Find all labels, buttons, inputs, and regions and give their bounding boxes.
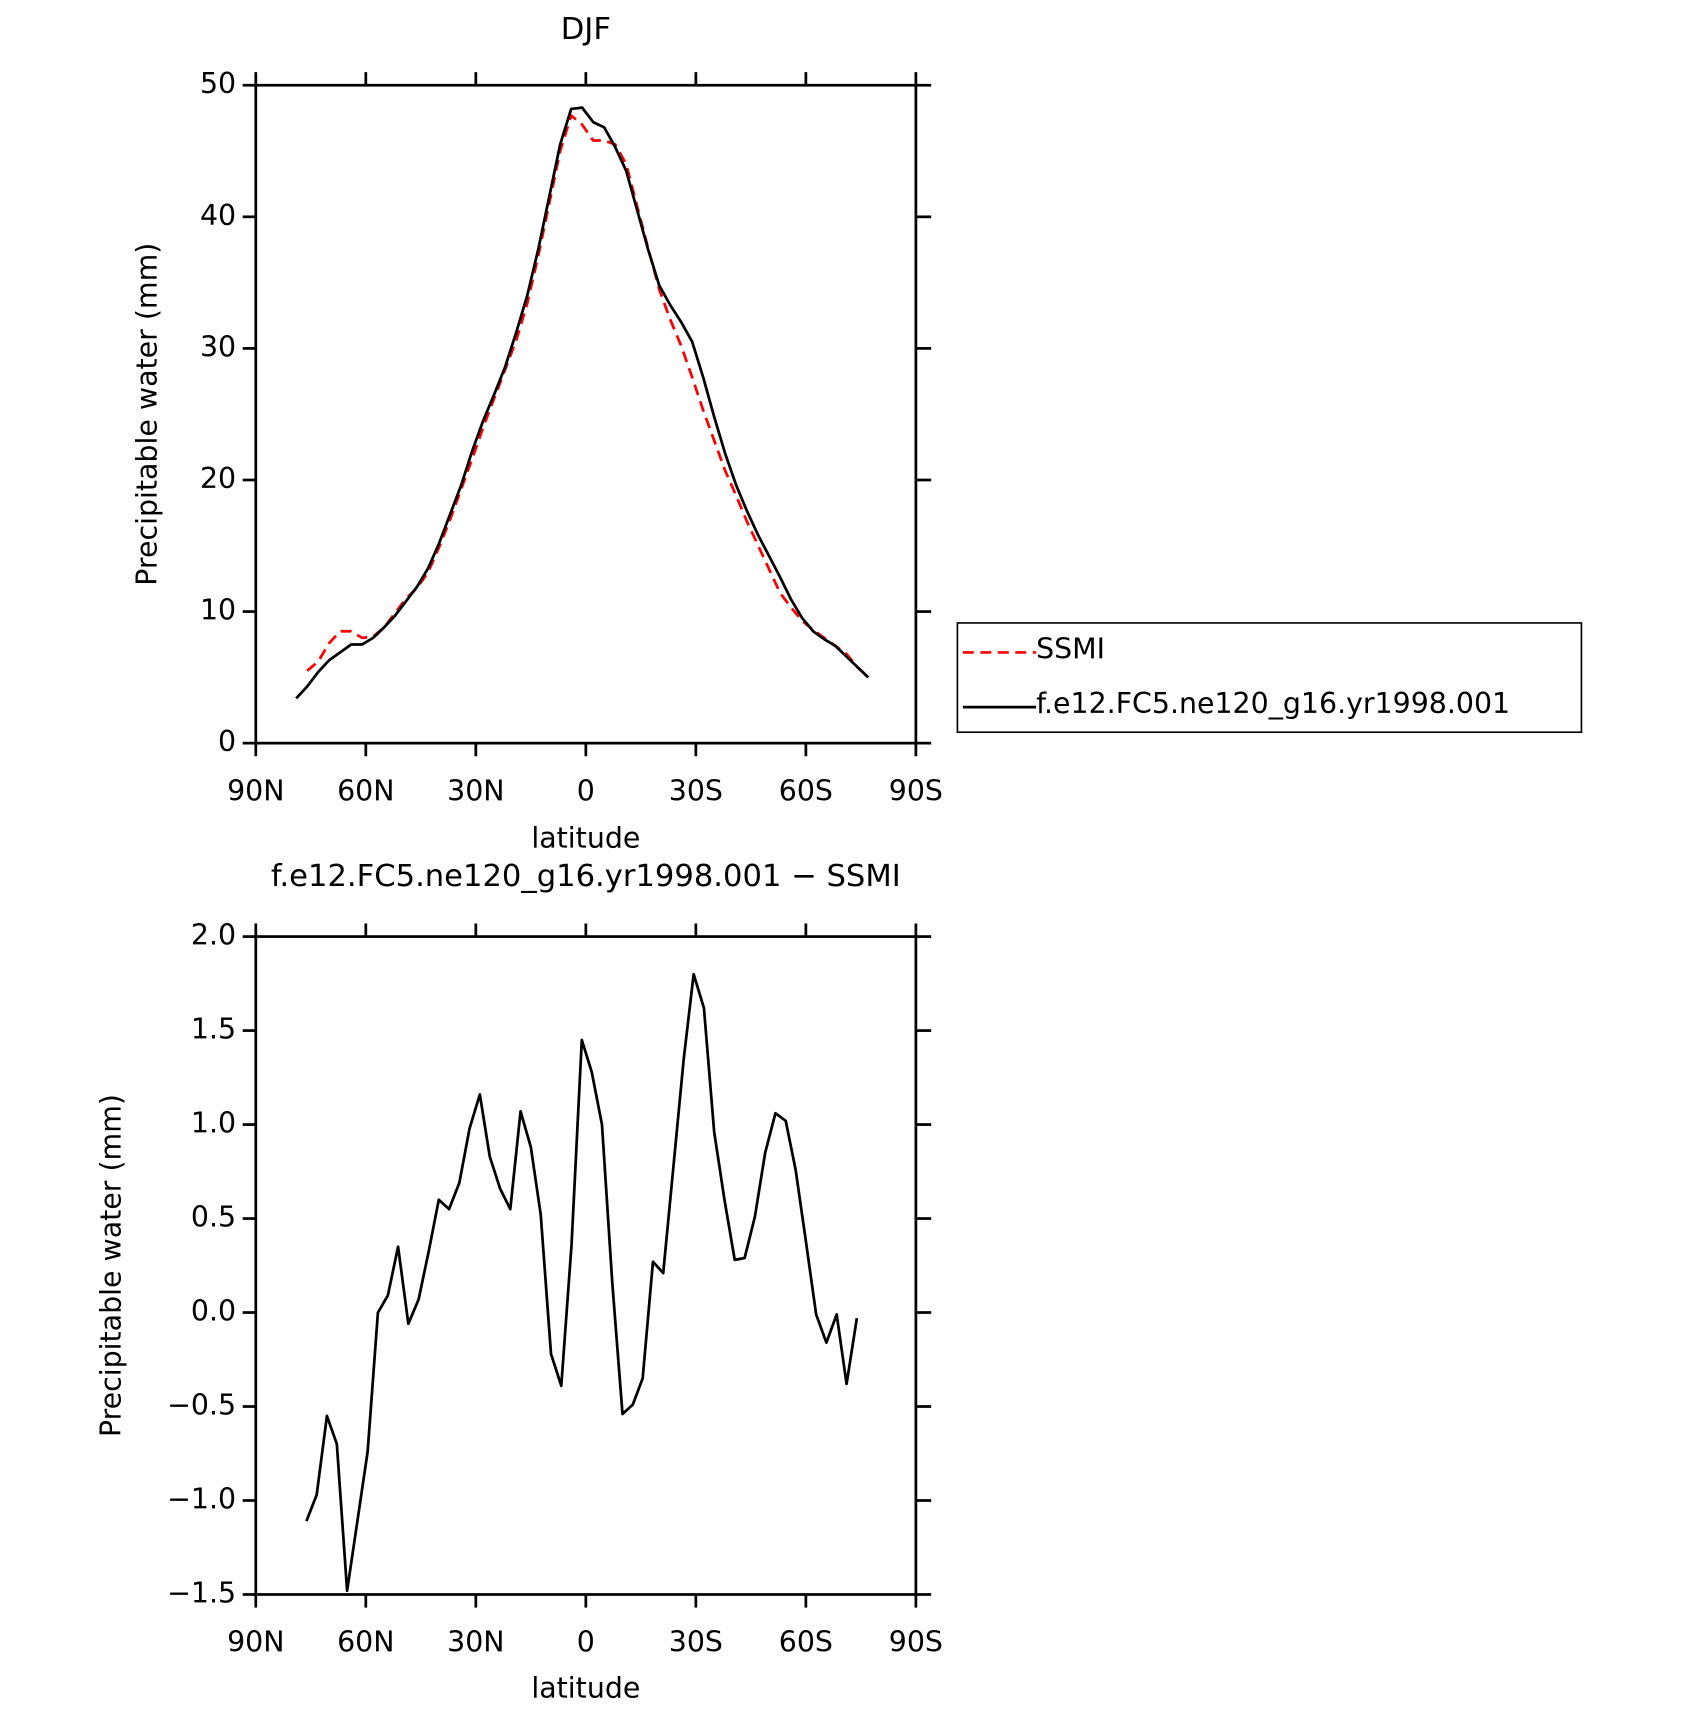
x-tick-label: 30S bbox=[669, 1626, 723, 1659]
y-tick-label: −0.5 bbox=[167, 1389, 236, 1422]
y-tick-label: 50 bbox=[200, 67, 236, 100]
y-tick-label: 10 bbox=[200, 594, 236, 627]
x-tick-label: 90S bbox=[889, 1626, 943, 1659]
x-tick-label: 60S bbox=[779, 774, 833, 807]
y-tick-label: −1.0 bbox=[167, 1482, 236, 1515]
x-tick-label: 90N bbox=[227, 774, 284, 807]
x-tick-label: 60N bbox=[337, 1626, 394, 1659]
y-tick-label: 0 bbox=[218, 725, 236, 758]
y-axis-label: Precipitable water (mm) bbox=[95, 1094, 128, 1437]
legend-label: SSMI bbox=[1036, 632, 1105, 665]
y-axis-label: Precipitable water (mm) bbox=[131, 243, 164, 586]
x-tick-label: 90N bbox=[227, 1626, 284, 1659]
data-line bbox=[306, 114, 870, 679]
y-tick-label: 20 bbox=[200, 462, 236, 495]
x-tick-label: 0 bbox=[577, 774, 595, 807]
data-line bbox=[295, 106, 870, 700]
y-tick-label: 30 bbox=[200, 330, 236, 363]
x-axis-label: latitude bbox=[531, 821, 640, 854]
x-tick-label: 30N bbox=[447, 1626, 504, 1659]
x-axis-label: latitude bbox=[531, 1672, 640, 1705]
data-line bbox=[305, 972, 859, 1593]
y-tick-label: 0.0 bbox=[191, 1295, 236, 1328]
x-tick-label: 60N bbox=[337, 774, 394, 807]
x-tick-label: 30N bbox=[447, 774, 504, 807]
y-tick-label: 1.0 bbox=[191, 1107, 236, 1140]
plot-frame bbox=[254, 935, 918, 1596]
x-tick-label: 90S bbox=[889, 774, 943, 807]
y-tick-label: 40 bbox=[200, 199, 236, 232]
legend-box bbox=[956, 622, 1583, 734]
x-tick-label: 30S bbox=[669, 774, 723, 807]
y-tick-label: 1.5 bbox=[191, 1013, 236, 1046]
y-tick-label: 2.0 bbox=[191, 919, 236, 952]
y-tick-label: −1.5 bbox=[167, 1576, 236, 1609]
x-tick-label: 0 bbox=[577, 1626, 595, 1659]
chart-title: f.e12.FC5.ne120_g16.yr1998.001 − SSMI bbox=[271, 859, 901, 894]
x-tick-label: 60S bbox=[779, 1626, 833, 1659]
legend: SSMI f.e12.FC5.ne120_g16.yr1998.001 bbox=[956, 622, 1583, 734]
y-tick-label: 0.5 bbox=[191, 1201, 236, 1234]
chart-title: DJF bbox=[561, 12, 611, 47]
legend-label: f.e12.FC5.ne120_g16.yr1998.001 bbox=[1036, 687, 1510, 720]
